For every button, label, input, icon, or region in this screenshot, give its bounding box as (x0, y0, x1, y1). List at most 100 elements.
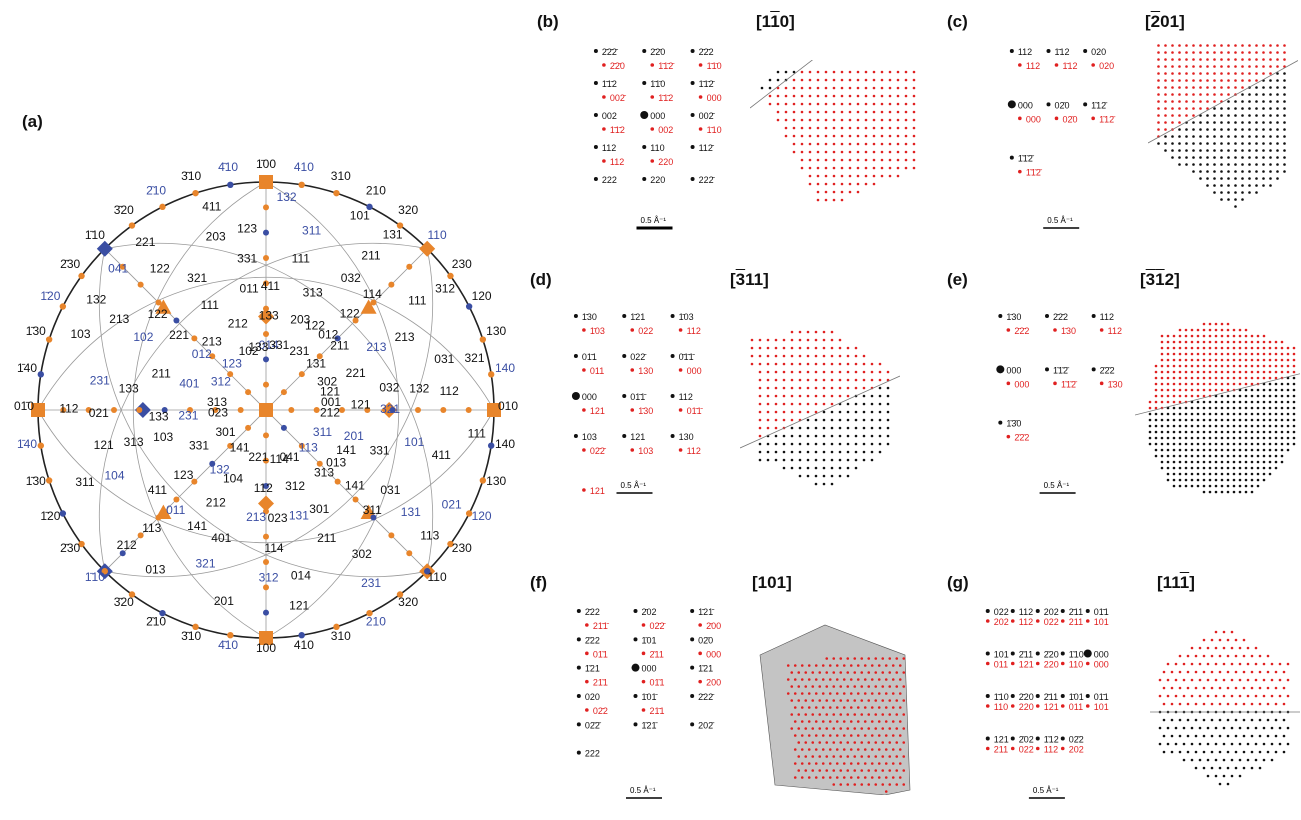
lattice-point (806, 410, 810, 414)
lattice-point (1190, 418, 1194, 422)
pole-dot (352, 496, 359, 503)
lattice-point (1220, 424, 1224, 428)
lattice-point (1232, 352, 1236, 356)
pole-dot (119, 263, 126, 270)
lattice-point (1258, 750, 1262, 754)
lattice-point (1248, 114, 1251, 117)
lattice-point (1178, 478, 1182, 482)
lattice-point (856, 762, 860, 765)
lattice-point (1283, 142, 1286, 145)
lattice-point (1244, 406, 1248, 410)
pole-dot (333, 189, 340, 197)
lattice-point (867, 699, 871, 702)
lattice-point (1214, 758, 1218, 762)
pole-dot (173, 317, 180, 324)
lattice-point (1280, 340, 1284, 344)
lattice-point (1255, 79, 1258, 82)
reflection-label: 1̄1̄0 (650, 79, 665, 89)
lattice-point (797, 685, 801, 688)
reflection-label: 2̄20 (1019, 692, 1034, 702)
lattice-point (1220, 65, 1223, 68)
lattice-point (1154, 400, 1158, 404)
pole-label: 321 (464, 351, 484, 365)
reflection-spot (641, 679, 646, 684)
lattice-point (1268, 406, 1272, 410)
lattice-point (806, 434, 810, 438)
lattice-point (904, 142, 908, 146)
lattice-point (1269, 86, 1272, 89)
lattice-point (1166, 460, 1170, 464)
lattice-point (870, 692, 874, 695)
lattice-point (800, 78, 804, 82)
lattice-point (1202, 460, 1206, 464)
lattice-point (1266, 718, 1270, 722)
lattice-point (884, 734, 888, 737)
pole-labels: 1̄004̄103̄102̄103̄201̄102̄301̄201̄301̄40… (14, 157, 518, 655)
lattice-point (1172, 346, 1176, 350)
lattice-point (860, 741, 864, 744)
lattice-point (800, 142, 804, 146)
lattice-point (1242, 750, 1246, 754)
reflection-label: 21̄1̄ (593, 621, 610, 631)
lattice-point (1178, 352, 1182, 356)
lattice-point (880, 166, 884, 170)
lattice-point (870, 450, 874, 454)
lattice-point (1160, 436, 1164, 440)
lattice-point (1166, 424, 1170, 428)
reflection-label: 1̄30 (1006, 312, 1021, 322)
pole-dot (59, 510, 67, 517)
lattice-point (1268, 394, 1272, 398)
lattice-point (1210, 766, 1214, 770)
lattice-point (862, 394, 866, 398)
lattice-point (1157, 79, 1160, 82)
lattice-point (766, 370, 770, 374)
lattice-point (856, 748, 860, 751)
lattice-point (1164, 51, 1167, 54)
lattice-point (835, 706, 839, 709)
lattice-point (1154, 388, 1158, 392)
lattice-point (1186, 734, 1190, 738)
pole-label: 331 (237, 252, 257, 266)
reflection-label: 112 (1019, 617, 1033, 627)
pole-label: 122 (148, 307, 168, 321)
pole-label: 123 (173, 468, 193, 482)
pole-dot (370, 514, 377, 521)
lattice-point (793, 692, 797, 695)
lattice-point (1214, 376, 1218, 380)
lattice-point (1256, 442, 1260, 446)
lattice-point (1234, 750, 1238, 754)
lattice-point (1234, 766, 1238, 770)
lattice-point (1214, 460, 1218, 464)
lattice-point (1292, 388, 1296, 392)
lattice-point (1238, 406, 1242, 410)
lattice-point (842, 762, 846, 765)
lattice-point (840, 110, 844, 114)
lattice-point (1254, 694, 1258, 698)
lattice-point (872, 86, 876, 90)
lattice-point (1178, 79, 1181, 82)
lattice-point (792, 70, 796, 74)
lattice-point (1196, 334, 1200, 338)
lattice-point (1178, 442, 1182, 446)
lattice-point (1202, 376, 1206, 380)
lattice-point (1258, 766, 1262, 770)
lattice-point (1214, 430, 1218, 434)
lattice-point (895, 671, 899, 674)
pole-label: 032 (379, 381, 399, 395)
lattice-point (1213, 128, 1216, 131)
pole-label: 2̄10 (146, 615, 166, 629)
lattice-point (798, 426, 802, 430)
reflection-label: 01̄1̄ (687, 406, 704, 416)
lattice-point (1282, 718, 1286, 722)
lattice-point (1172, 484, 1176, 488)
reflection-spot (985, 651, 990, 656)
lattice-point (1248, 79, 1251, 82)
lattice-point (758, 386, 762, 390)
lattice-point (797, 727, 801, 730)
lattice-point (1250, 340, 1254, 344)
pole-dot (263, 255, 269, 261)
lattice-point (800, 720, 804, 723)
pole-label: 1̄20 (40, 289, 60, 303)
lattice-point (774, 426, 778, 430)
lattice-point (1248, 51, 1251, 54)
